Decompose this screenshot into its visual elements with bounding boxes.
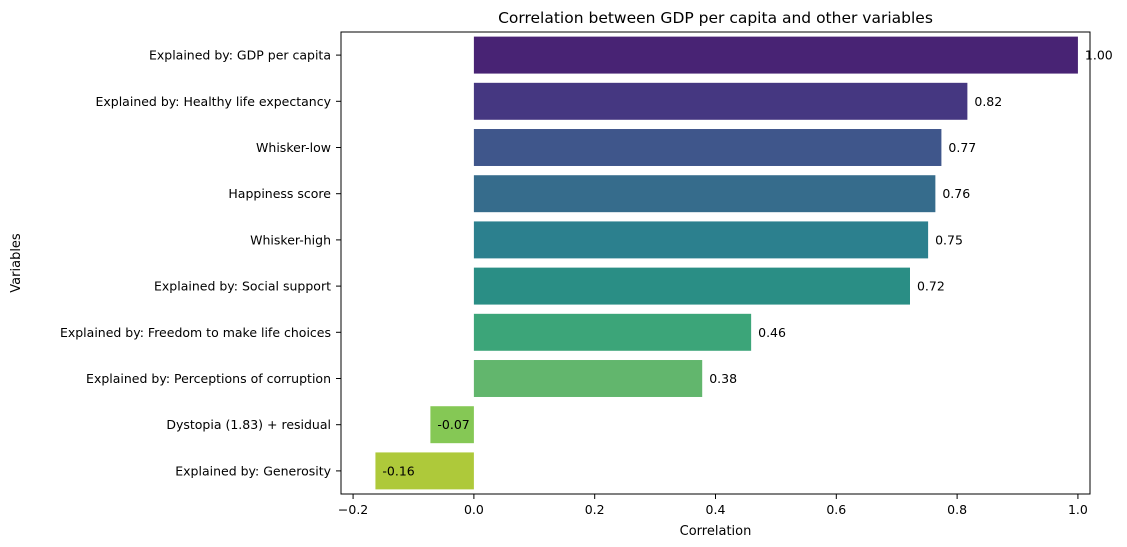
x-tick-label: 0.8 xyxy=(947,502,967,517)
category-label: Explained by: Healthy life expectancy xyxy=(95,94,331,109)
x-axis-title: Correlation xyxy=(680,524,752,539)
bar xyxy=(473,267,910,305)
x-tick-label: −0.2 xyxy=(338,502,368,517)
bar-value-label: 0.77 xyxy=(948,140,976,155)
bar-value-label: -0.16 xyxy=(382,463,414,478)
bar-value-label: 0.72 xyxy=(917,279,945,294)
plot-frame xyxy=(340,31,1091,495)
bar xyxy=(375,452,474,490)
chart-title: Correlation between GDP per capita and o… xyxy=(498,9,933,27)
bar xyxy=(430,406,474,444)
category-label: Explained by: Freedom to make life choic… xyxy=(60,325,331,340)
bars-layer xyxy=(375,36,1078,490)
bar xyxy=(473,36,1078,74)
bar-value-label: 0.75 xyxy=(935,232,963,247)
x-tick-label: 0.2 xyxy=(585,502,605,517)
category-label: Dystopia (1.83) + residual xyxy=(166,417,331,432)
x-axis: −0.2 0.0 0.2 0.4 0.6 0.8 1.0 xyxy=(338,494,1088,517)
x-tick-label: 0.4 xyxy=(706,502,726,517)
x-tick-label: 0.6 xyxy=(826,502,846,517)
bar xyxy=(473,175,936,213)
bar xyxy=(473,360,703,397)
category-labels-layer: Explained by: GDP per capita Explained by… xyxy=(60,48,341,478)
y-axis-title: Variables xyxy=(9,233,24,293)
category-label: Happiness score xyxy=(228,186,331,201)
category-label: Whisker-low xyxy=(256,140,331,155)
bar-value-label: 0.46 xyxy=(758,325,786,340)
bar xyxy=(473,129,942,166)
category-label: Explained by: Generosity xyxy=(175,463,331,478)
bar xyxy=(473,221,929,259)
bar xyxy=(473,82,968,120)
bar-value-label: -0.07 xyxy=(437,417,469,432)
category-label: Explained by: Social support xyxy=(154,279,331,294)
bar xyxy=(473,313,752,351)
x-tick-label: 0.0 xyxy=(464,502,484,517)
bar-value-label: 0.82 xyxy=(974,94,1002,109)
category-label: Explained by: GDP per capita xyxy=(149,48,331,63)
bar-value-label: 0.38 xyxy=(709,371,737,386)
bar-value-label: 0.76 xyxy=(942,186,970,201)
value-labels-layer: 1.00 0.82 0.77 0.76 0.75 0.72 0.46 0.38 -0.07 -0.… xyxy=(382,48,1112,479)
category-label: Whisker-high xyxy=(250,232,331,247)
x-tick-label: 1.0 xyxy=(1068,502,1088,517)
bar-value-label: 1.00 xyxy=(1085,48,1113,63)
category-label: Explained by: Perceptions of corruption xyxy=(86,371,331,386)
